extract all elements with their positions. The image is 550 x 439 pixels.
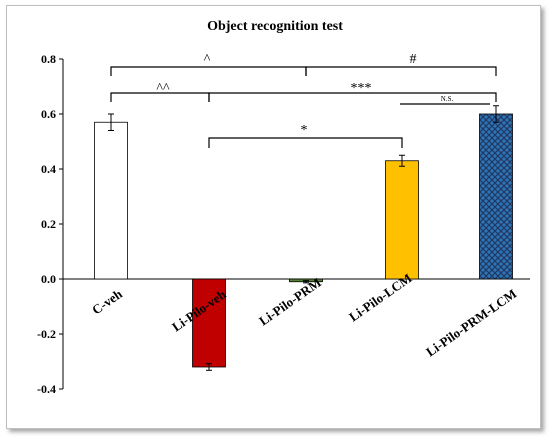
y-tick-label: 0.2 — [41, 217, 56, 231]
bar-c-veh — [94, 121, 128, 280]
significance-bracket — [208, 137, 403, 148]
bar-li-pilo-veh — [192, 278, 226, 368]
y-tick-label: 0.0 — [41, 272, 56, 286]
significance-label: ^ — [204, 52, 211, 67]
y-tick-label: 0.4 — [41, 162, 56, 176]
significance-bracket — [110, 66, 307, 76]
bar-li-pilo-prm-lcm — [479, 113, 513, 280]
y-tick-label: -0.2 — [37, 327, 56, 341]
significance-bracket — [208, 92, 497, 102]
significance-label: *** — [351, 81, 372, 96]
y-tick-label: 0.6 — [41, 107, 56, 121]
significance-label: N.S. — [441, 95, 454, 103]
x-tick-label: Li-Pilo-PRM — [256, 275, 324, 329]
chart-title: Object recognition test — [207, 19, 343, 34]
y-tick-label: -0.4 — [37, 382, 56, 396]
bar-li-pilo-lcm — [385, 160, 419, 280]
y-tick-label: 0.8 — [41, 52, 56, 66]
significance-label: * — [301, 123, 308, 138]
x-tick-label: C-veh — [89, 286, 125, 318]
significance-label: ^^ — [156, 81, 170, 96]
significance-label: # — [410, 52, 417, 67]
significance-bracket — [305, 66, 497, 76]
x-tick-label: Li-Pilo-LCM — [346, 270, 414, 324]
x-tick-label: Li-Pilo-PRM-LCM — [423, 286, 519, 360]
